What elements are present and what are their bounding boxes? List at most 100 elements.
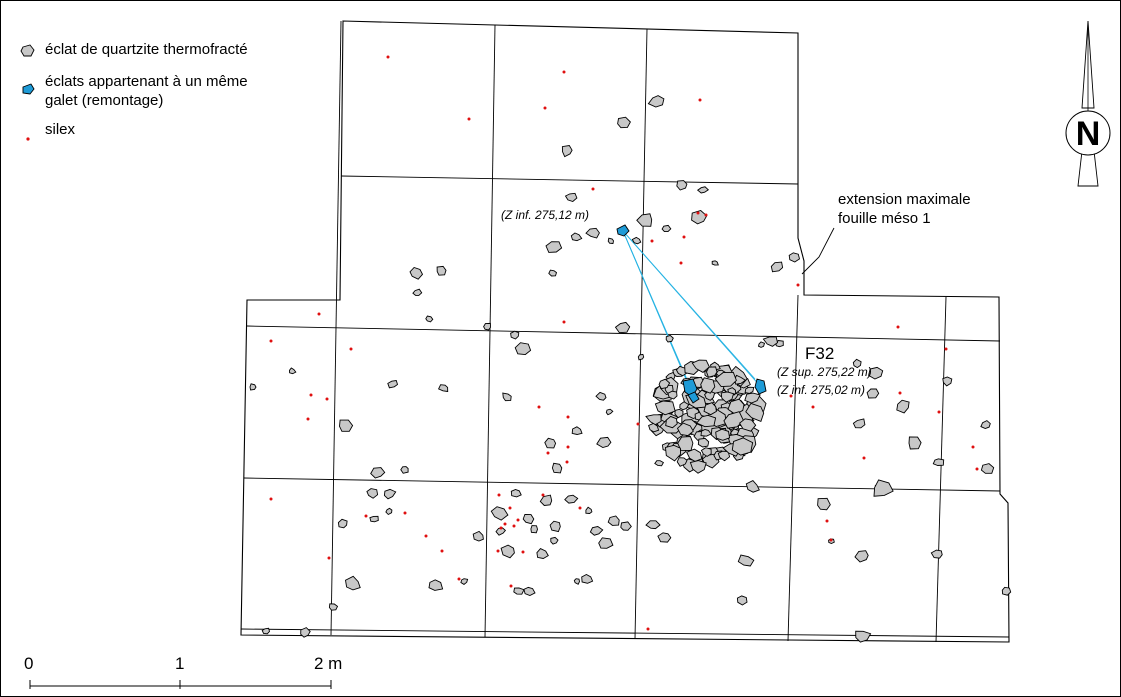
quartzite-fragment [261,627,271,635]
flint-point [862,456,866,460]
quartzite-fragment [472,530,484,542]
quartzite-fragment [706,366,718,378]
quartzite-fragment [736,595,748,606]
grid-line [340,175,799,185]
flint-point [467,117,471,121]
quartzite-fragment [852,358,862,369]
scale-label-0: 0 [24,654,33,673]
flint-point [497,493,501,497]
quartzite-fragment [757,341,766,348]
flint-point [537,405,541,409]
flint-point [591,187,595,191]
quartzite-fragment [744,386,755,394]
flint-point [386,55,390,59]
quartzite-fragment [490,506,509,521]
flint-point [508,506,512,510]
refit-fragment [616,224,630,237]
quartzite-fragment [585,227,600,239]
flint-point [898,391,902,395]
flint-point [679,261,683,265]
quartzite-fragment [383,488,397,500]
grid-line [243,477,1001,492]
flint-point [636,422,640,426]
flint-point [566,445,570,449]
quartzite-fragment [510,489,522,498]
flint-point [896,325,900,329]
quartzite-fragment [873,479,894,497]
quartzite-fragment [500,544,515,559]
quartzite-fragment [980,463,995,474]
quartzite-fragment [770,261,784,273]
quartzite-fragment [737,554,755,567]
quartzite-fragment [513,587,525,595]
flint-point [516,518,520,522]
quartzite-fragment [573,578,580,585]
flint-point [937,410,941,414]
flint-point [327,556,331,560]
quartzite-fragment [661,224,672,233]
z-inf-upper-label: (Z inf. 275,12 m) [501,208,589,222]
scale-bar: 0 1 2 m [24,654,342,689]
quartzite-fragment [300,627,311,638]
quartzite-fragment [289,367,297,375]
quartzite-fragment [339,419,354,432]
north-arrow: N [1065,20,1111,187]
grid-line [246,325,1001,342]
flint-point [796,283,800,287]
refit-symbol [22,83,35,95]
quartzite-fragment [544,437,557,449]
flint-point [306,417,310,421]
quartzite-fragment [658,378,671,390]
quartzite-fragment [676,180,688,191]
quartzite-fragment [744,392,761,404]
excavation-outline [240,20,1010,643]
quartzite-fragment [645,414,662,426]
scale-label-2: 2 m [314,654,342,673]
quartzite-fragment [523,586,536,596]
flint-point [971,445,975,449]
quartzite-fragments [249,95,1012,643]
quartzite-fragment [762,336,779,347]
quartzite-fragment [409,266,424,280]
quartzite-fragment [866,388,880,399]
quartzite-fragment [536,548,549,559]
quartzite-fragment [908,436,922,450]
quartzite-fragment [665,444,682,462]
flint-point [424,534,428,538]
quartzite-fragment [657,532,672,543]
quartzite-fragment [564,494,579,504]
quartzite-fragment [571,426,583,435]
quartzite-fragment [697,437,710,448]
flint-point [440,549,444,553]
flint-point [565,460,569,464]
quartzite-fragment [700,429,712,437]
flint-point [811,405,815,409]
flint-point [562,320,566,324]
quartzite-fragment [249,383,257,391]
scale-label-1: 1 [175,654,184,673]
quartzite-fragment [676,457,688,467]
flint-symbol [26,137,30,141]
quartzite-fragment [514,342,532,356]
flint-point [829,538,833,542]
flint-point [646,627,650,631]
flint-point [698,98,702,102]
quartzite-fragment [369,515,379,523]
quartzite-fragment [522,514,535,525]
quartzite-fragment [817,497,831,511]
flint-point [541,493,545,497]
quartzite-fragment [337,518,348,529]
quartzite-fragment [530,525,538,534]
flint-point [543,106,547,110]
grid-line [484,24,496,638]
quartzite-fragment [637,353,645,361]
flint-point [317,312,321,316]
quartzite-fragment [545,241,563,253]
flint-point [521,550,525,554]
extension-leader-line [801,227,835,275]
quartzite-fragment [788,252,801,263]
quartzite-fragment [665,334,674,343]
quartzite-fragment [665,415,678,429]
quartzite-fragment [679,401,690,411]
flint-point [944,347,948,351]
